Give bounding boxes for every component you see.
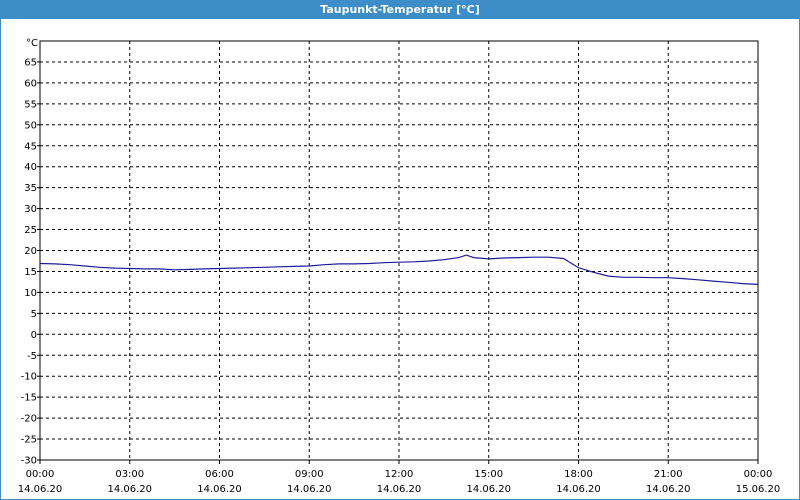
x-tick-label-time: 18:00 — [564, 469, 593, 480]
y-tick-label: -25 — [21, 435, 37, 446]
chart-title: Taupunkt-Temperatur [°C] — [1, 1, 799, 19]
y-tick-label: -5 — [27, 351, 37, 362]
x-tick-label-time: 12:00 — [385, 469, 414, 480]
y-tick-label: 50 — [24, 120, 37, 131]
y-tick-label: 45 — [24, 141, 37, 152]
y-tick-label: 40 — [24, 162, 37, 173]
y-tick-label: -20 — [21, 414, 37, 425]
x-tick-label-date: 14.06.20 — [197, 484, 242, 495]
y-tick-label: 0 — [31, 330, 37, 341]
x-tick-label-time: 21:00 — [654, 469, 683, 480]
y-tick-label: 5 — [31, 309, 37, 320]
y-tick-label: 60 — [24, 78, 37, 89]
y-tick-label: 20 — [24, 246, 37, 257]
y-tick-label: 10 — [24, 288, 37, 299]
x-tick-label-date: 14.06.20 — [18, 484, 63, 495]
x-tick-label-date: 15.06.20 — [736, 484, 781, 495]
x-tick-label-date: 14.06.20 — [466, 484, 511, 495]
x-tick-label-time: 06:00 — [205, 469, 234, 480]
y-tick-label: 35 — [24, 183, 37, 194]
x-tick-label-time: 00:00 — [26, 469, 55, 480]
x-tick-label-time: 00:00 — [744, 469, 773, 480]
y-unit-label: °C — [26, 38, 38, 49]
y-tick-label: 55 — [24, 99, 37, 110]
series-line — [39, 254, 759, 285]
x-tick-label-time: 03:00 — [115, 469, 144, 480]
x-tick-label-date: 14.06.20 — [107, 484, 152, 495]
y-tick-label: -30 — [21, 456, 37, 467]
y-tick-label: 25 — [24, 225, 37, 236]
x-tick-label-time: 09:00 — [295, 469, 324, 480]
x-tick-label-date: 14.06.20 — [556, 484, 601, 495]
x-tick-label-date: 14.06.20 — [646, 484, 691, 495]
x-tick-label-date: 14.06.20 — [287, 484, 332, 495]
y-tick-label: -15 — [21, 393, 37, 404]
x-tick-label-date: 14.06.20 — [377, 484, 422, 495]
y-tick-label: -10 — [21, 372, 37, 383]
y-tick-label: 30 — [24, 204, 37, 215]
x-tick-label-time: 15:00 — [474, 469, 503, 480]
y-tick-label: 15 — [24, 267, 37, 278]
y-tick-label: 65 — [24, 57, 37, 68]
